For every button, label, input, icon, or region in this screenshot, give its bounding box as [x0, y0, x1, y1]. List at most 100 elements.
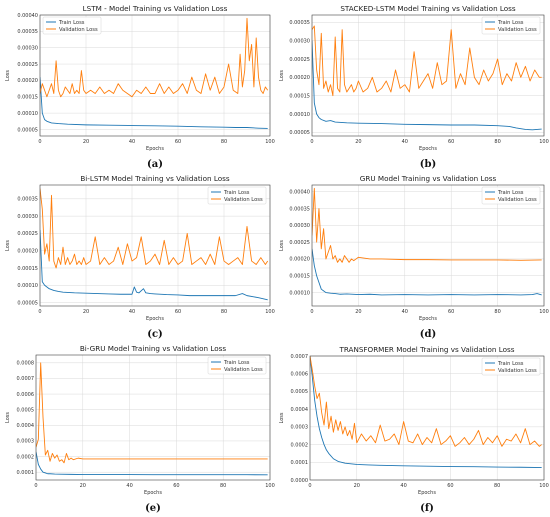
validation-loss-line [40, 188, 269, 269]
plot-frame [311, 184, 545, 307]
y-tick-label: 0.00035 [17, 29, 38, 35]
panel-label: (b) [420, 159, 436, 169]
y-axis-label: Loss [5, 70, 11, 81]
y-tick-label: 0.00015 [17, 266, 38, 272]
chart-panel: Bi-GRU Model Training vs Validation Loss… [2, 342, 275, 514]
legend-entry: Train Loss [223, 360, 250, 366]
x-axis-label: Epochs [146, 316, 164, 322]
y-tick-label: 0.0006 [17, 392, 35, 398]
x-tick-label: 60 [447, 483, 453, 489]
chart-title: Bi-GRU Model Training vs Validation Loss [80, 344, 226, 353]
plot-area [312, 185, 544, 306]
y-tick-label: 0.00030 [17, 214, 38, 220]
y-tick-label: 0.00025 [289, 240, 310, 246]
loss-chart: Bi-LSTM Model Training vs Validation Los… [5, 174, 275, 340]
y-tick-label: 0.00010 [289, 290, 310, 296]
y-tick-label: 0.00035 [17, 197, 38, 203]
y-tick-label: 0.0008 [17, 361, 35, 367]
y-tick-label: 0.00035 [289, 20, 310, 26]
x-tick-label: 60 [448, 139, 454, 145]
loss-chart: GRU Model Training vs Validation Loss 0 20… [279, 174, 549, 340]
chart-title: LSTM - Model Training vs Validation Loss [83, 4, 228, 13]
x-tick-label: 80 [221, 309, 227, 315]
panel-label: (a) [147, 159, 163, 169]
chart-panel: STACKED-LSTM Model Training vs Validatio… [276, 3, 549, 170]
plot-area [312, 15, 544, 136]
x-tick-label: 80 [494, 309, 500, 315]
x-tick-label: 40 [129, 309, 135, 315]
y-tick-label: 0.00020 [289, 257, 310, 263]
y-tick-label: 0.00010 [17, 283, 38, 289]
y-tick-label: 0.00030 [289, 38, 310, 44]
x-tick-label: 100 [539, 309, 549, 315]
chart-title: STACKED-LSTM Model Training vs Validatio… [340, 4, 516, 13]
x-tick-label: 20 [83, 309, 89, 315]
y-tick-label: 0.00005 [17, 300, 38, 306]
train-loss-line [40, 77, 268, 129]
train-loss-line [310, 356, 542, 469]
chart-title: GRU Model Training vs Validation Loss [360, 174, 497, 183]
legend-entry: Train Loss [497, 190, 524, 196]
y-tick-label: 0.00020 [17, 78, 38, 84]
x-tick-label: 60 [175, 309, 181, 315]
y-tick-label: 0.0005 [291, 389, 309, 395]
train-loss-line [40, 229, 268, 301]
y-tick-label: 0.0004 [17, 423, 35, 429]
loss-chart: STACKED-LSTM Model Training vs Validatio… [279, 4, 549, 170]
legend-entry: Train Loss [497, 361, 524, 367]
x-tick-label: 20 [355, 309, 361, 315]
validation-loss-line [312, 25, 542, 97]
y-tick-label: 0.00015 [289, 93, 310, 99]
y-tick-label: 0.00030 [289, 223, 310, 229]
y-tick-label: 0.0004 [291, 407, 309, 413]
x-tick-label: 60 [175, 139, 181, 145]
x-tick-label: 80 [494, 139, 500, 145]
y-axis-label: Loss [279, 412, 285, 423]
y-tick-label: 0.00005 [17, 127, 38, 133]
train-loss-line [312, 248, 542, 296]
legend-entry: Validation Loss [224, 197, 263, 203]
y-tick-label: 0.0002 [17, 454, 35, 460]
x-tick-label: 20 [83, 139, 89, 145]
y-tick-label: 0.00010 [17, 111, 38, 117]
chart-panel: GRU Model Training vs Validation Loss 0 20… [276, 172, 549, 340]
plot-frame [39, 184, 271, 307]
y-tick-label: 0.00020 [17, 248, 38, 254]
legend-entry: Train Loss [58, 20, 85, 26]
panel-label: (c) [147, 329, 163, 339]
x-axis-label: Epochs [419, 316, 437, 322]
x-axis-label: Epochs [418, 490, 436, 496]
y-tick-label: 0.00005 [289, 130, 310, 136]
x-tick-label: 20 [354, 483, 360, 489]
y-tick-label: 0.0001 [291, 460, 309, 466]
validation-loss-line [312, 187, 542, 263]
plot-area [40, 185, 270, 306]
x-tick-label: 40 [402, 309, 408, 315]
legend-entry: Train Loss [223, 190, 250, 196]
y-tick-label: 0.0001 [17, 470, 35, 476]
x-tick-label: 0 [310, 139, 313, 145]
validation-loss-line [40, 17, 269, 98]
x-tick-label: 0 [308, 483, 311, 489]
x-tick-label: 80 [220, 483, 226, 489]
y-tick-label: 0.00020 [289, 75, 310, 81]
y-tick-label: 0.00025 [289, 57, 310, 63]
x-tick-label: 100 [539, 139, 549, 145]
x-tick-label: 100 [265, 139, 275, 145]
y-axis-label: Loss [5, 412, 11, 423]
x-tick-label: 80 [494, 483, 500, 489]
y-axis-label: Loss [279, 70, 285, 81]
loss-chart: Bi-GRU Model Training vs Validation Loss… [5, 344, 275, 514]
x-axis-label: Epochs [419, 146, 437, 152]
x-tick-label: 100 [265, 483, 275, 489]
y-tick-label: 0.0003 [291, 425, 309, 431]
legend-entry: Validation Loss [498, 27, 537, 33]
x-tick-label: 0 [38, 139, 41, 145]
chart-title: Bi-LSTM Model Training vs Validation Los… [80, 174, 230, 183]
x-tick-label: 40 [402, 139, 408, 145]
validation-loss-line [36, 362, 268, 464]
